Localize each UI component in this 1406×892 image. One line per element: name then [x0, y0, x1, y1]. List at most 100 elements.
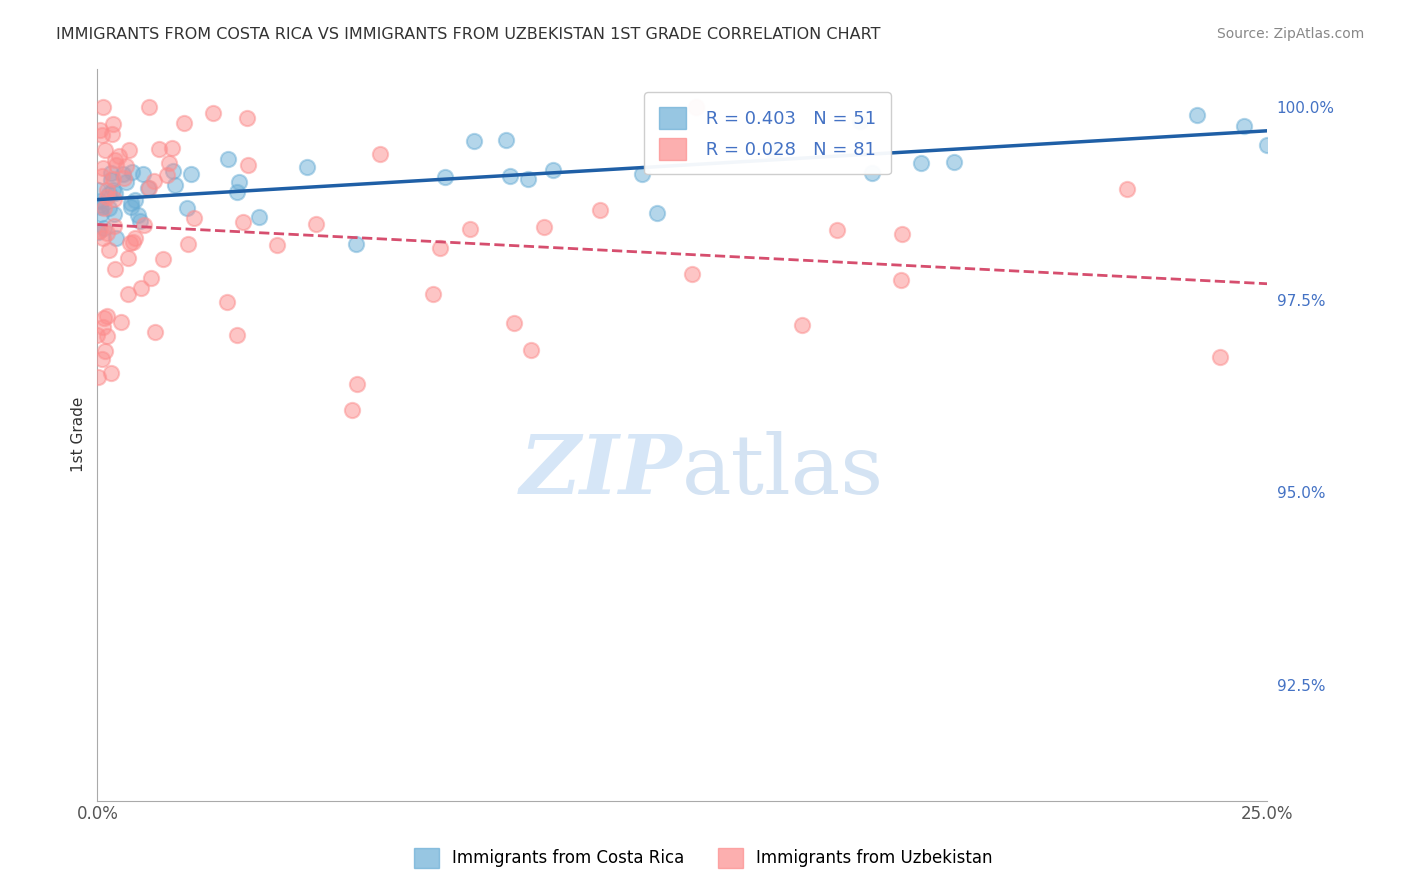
Point: [943, 155, 966, 169]
Point: [132, 218, 155, 232]
Text: IMMIGRANTS FROM COSTA RICA VS IMMIGRANTS FROM UZBEKISTAN 1ST GRADE CORRELATION C: IMMIGRANTS FROM COSTA RICA VS IMMIGRANTS…: [56, 27, 880, 42]
Text: ZIP: ZIP: [520, 431, 682, 511]
Point: [1256, 137, 1278, 152]
Point: [685, 100, 707, 114]
Point: [463, 134, 485, 148]
Point: [132, 167, 155, 181]
Point: [120, 196, 142, 211]
Point: [96, 329, 118, 343]
Point: [1233, 119, 1256, 133]
Point: [110, 314, 132, 328]
Point: [87, 370, 110, 384]
Point: [117, 251, 139, 265]
Point: [156, 168, 179, 182]
Point: [101, 127, 124, 141]
Point: [180, 167, 202, 181]
Point: [121, 165, 143, 179]
Point: [138, 100, 160, 114]
Point: [94, 344, 117, 359]
Point: [503, 316, 526, 330]
Point: [162, 141, 184, 155]
Point: [114, 176, 136, 190]
Point: [104, 231, 127, 245]
Point: [159, 155, 181, 169]
Point: [104, 186, 127, 200]
Point: [96, 183, 118, 197]
Point: [89, 122, 111, 136]
Point: [100, 166, 122, 180]
Point: [825, 223, 848, 237]
Point: [541, 163, 564, 178]
Point: [1185, 108, 1208, 122]
Text: Source: ZipAtlas.com: Source: ZipAtlas.com: [1216, 27, 1364, 41]
Point: [96, 310, 118, 324]
Point: [228, 175, 250, 189]
Point: [346, 376, 368, 391]
Point: [89, 198, 111, 212]
Point: [910, 156, 932, 170]
Point: [97, 243, 120, 257]
Point: [217, 294, 239, 309]
Point: [499, 169, 522, 183]
Point: [124, 231, 146, 245]
Point: [148, 142, 170, 156]
Point: [93, 320, 115, 334]
Point: [121, 235, 143, 249]
Y-axis label: 1st Grade: 1st Grade: [72, 397, 86, 472]
Point: [217, 153, 239, 167]
Point: [89, 224, 111, 238]
Point: [117, 143, 139, 157]
Point: [112, 171, 135, 186]
Point: [238, 158, 260, 172]
Point: [89, 194, 111, 208]
Point: [90, 169, 112, 183]
Point: [1209, 350, 1232, 364]
Point: [762, 145, 785, 159]
Point: [107, 149, 129, 163]
Point: [225, 327, 247, 342]
Point: [103, 207, 125, 221]
Point: [124, 194, 146, 208]
Point: [100, 173, 122, 187]
Point: [112, 167, 135, 181]
Point: [368, 146, 391, 161]
Point: [93, 201, 115, 215]
Point: [129, 281, 152, 295]
Point: [890, 272, 912, 286]
Point: [128, 214, 150, 228]
Point: [162, 163, 184, 178]
Point: [342, 403, 364, 417]
Point: [104, 159, 127, 173]
Point: [173, 116, 195, 130]
Point: [848, 114, 870, 128]
Point: [91, 100, 114, 114]
Point: [93, 311, 115, 326]
Point: [100, 367, 122, 381]
Point: [91, 161, 114, 176]
Point: [97, 186, 120, 201]
Point: [495, 132, 517, 146]
Point: [90, 200, 112, 214]
Point: [104, 153, 127, 167]
Point: [101, 117, 124, 131]
Point: [165, 178, 187, 193]
Legend: Immigrants from Costa Rica, Immigrants from Uzbekistan: Immigrants from Costa Rica, Immigrants f…: [406, 841, 1000, 875]
Point: [103, 171, 125, 186]
Point: [139, 271, 162, 285]
Point: [681, 267, 703, 281]
Point: [120, 235, 142, 250]
Legend:  R = 0.403   N = 51,  R = 0.028   N = 81: R = 0.403 N = 51, R = 0.028 N = 81: [644, 92, 891, 174]
Point: [225, 185, 247, 199]
Point: [86, 328, 108, 343]
Point: [520, 343, 543, 358]
Point: [891, 227, 914, 241]
Point: [117, 287, 139, 301]
Point: [458, 222, 481, 236]
Point: [103, 219, 125, 233]
Point: [114, 159, 136, 173]
Point: [297, 161, 319, 175]
Point: [142, 174, 165, 188]
Point: [305, 217, 328, 231]
Point: [87, 225, 110, 239]
Point: [136, 180, 159, 194]
